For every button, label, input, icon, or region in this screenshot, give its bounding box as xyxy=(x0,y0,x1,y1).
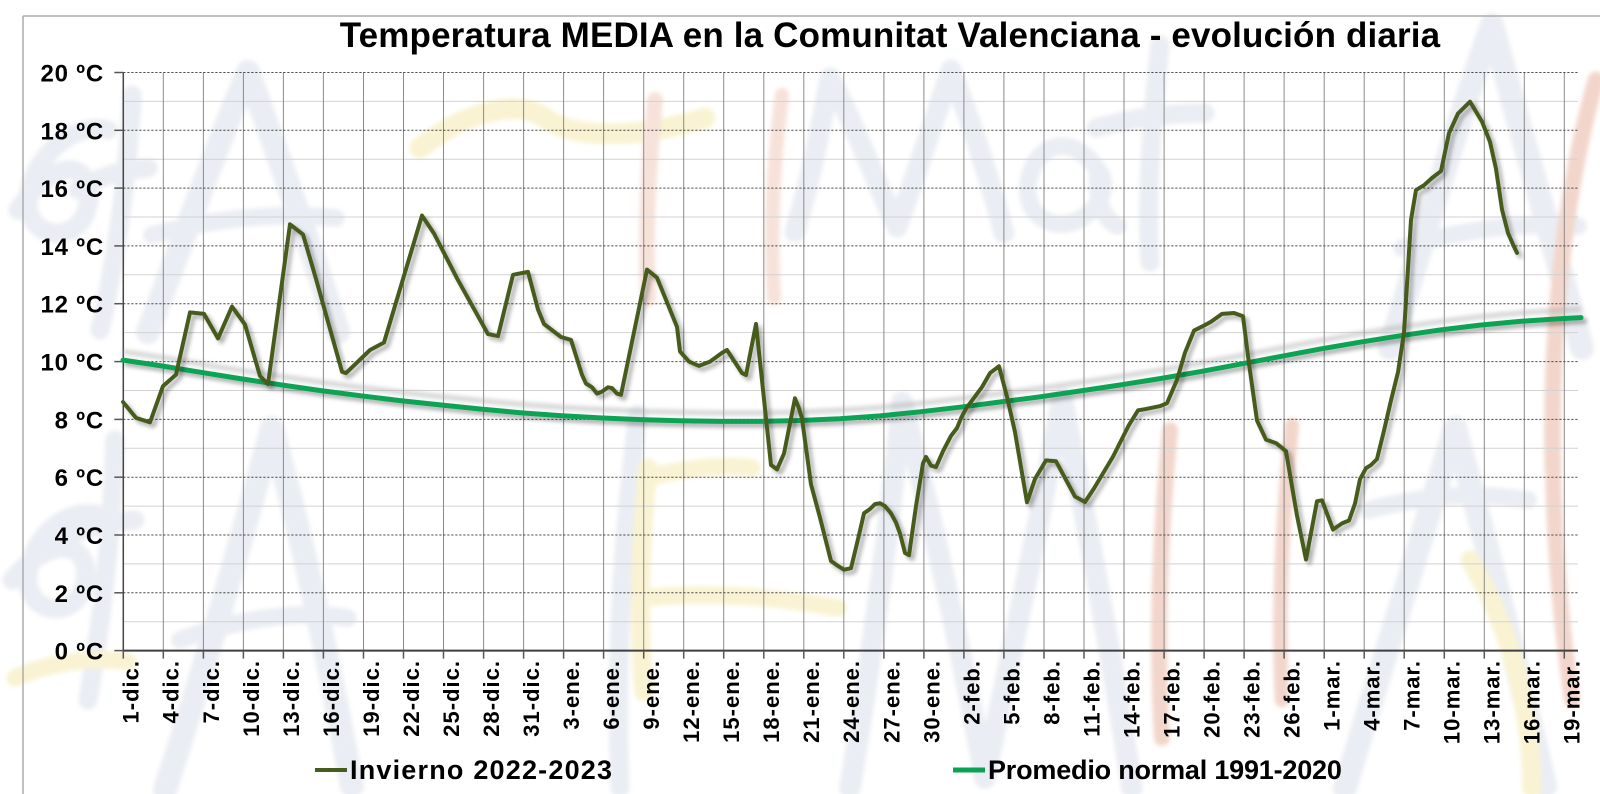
svg-text:27-ene.: 27-ene. xyxy=(879,660,904,743)
svg-text:31-dic.: 31-dic. xyxy=(519,660,544,737)
svg-text:8 ºC: 8 ºC xyxy=(55,407,104,434)
svg-text:16 ºC: 16 ºC xyxy=(41,176,104,203)
svg-text:6-ene.: 6-ene. xyxy=(599,660,624,730)
svg-text:7-mar.: 7-mar. xyxy=(1400,660,1425,731)
svg-text:Promedio normal 1991-2020: Promedio normal 1991-2020 xyxy=(988,755,1342,785)
svg-text:10-dic.: 10-dic. xyxy=(239,660,264,737)
svg-text:18 ºC: 18 ºC xyxy=(41,118,104,145)
svg-text:17-feb.: 17-feb. xyxy=(1160,660,1185,738)
svg-text:14 ºC: 14 ºC xyxy=(41,234,104,261)
svg-text:28-dic.: 28-dic. xyxy=(479,660,504,737)
svg-text:0 ºC: 0 ºC xyxy=(55,639,104,666)
svg-text:10 ºC: 10 ºC xyxy=(41,350,104,377)
svg-text:20 ºC: 20 ºC xyxy=(41,61,104,88)
svg-text:16-mar.: 16-mar. xyxy=(1520,660,1545,744)
svg-text:30-ene.: 30-ene. xyxy=(919,660,944,743)
svg-text:25-dic.: 25-dic. xyxy=(439,660,464,737)
svg-text:1-dic.: 1-dic. xyxy=(119,660,144,723)
svg-text:4 ºC: 4 ºC xyxy=(55,523,104,550)
svg-text:10-mar.: 10-mar. xyxy=(1440,660,1465,744)
svg-text:4-dic.: 4-dic. xyxy=(159,660,184,723)
svg-text:13-mar.: 13-mar. xyxy=(1480,660,1505,744)
svg-text:15-ene.: 15-ene. xyxy=(719,660,744,743)
svg-text:16-dic.: 16-dic. xyxy=(319,660,344,737)
svg-text:4-mar.: 4-mar. xyxy=(1360,660,1385,731)
svg-text:Invierno 2022-2023: Invierno 2022-2023 xyxy=(350,755,613,785)
svg-text:24-ene.: 24-ene. xyxy=(839,660,864,743)
svg-text:20-feb.: 20-feb. xyxy=(1200,660,1225,738)
svg-text:9-ene.: 9-ene. xyxy=(639,660,664,730)
svg-text:26-feb.: 26-feb. xyxy=(1280,660,1305,738)
svg-text:12-ene.: 12-ene. xyxy=(679,660,704,743)
svg-text:3-ene.: 3-ene. xyxy=(559,660,584,730)
svg-text:5-feb.: 5-feb. xyxy=(999,660,1024,725)
svg-text:2-feb.: 2-feb. xyxy=(959,660,984,725)
svg-text:19-dic.: 19-dic. xyxy=(359,660,384,737)
svg-text:13-dic.: 13-dic. xyxy=(279,660,304,737)
svg-text:Temperatura MEDIA en la Comuni: Temperatura MEDIA en la Comunitat Valenc… xyxy=(340,16,1441,55)
svg-text:6 ºC: 6 ºC xyxy=(55,465,104,492)
svg-text:21-ene.: 21-ene. xyxy=(799,660,824,743)
svg-text:12 ºC: 12 ºC xyxy=(41,292,104,319)
svg-text:8-feb.: 8-feb. xyxy=(1039,660,1064,725)
svg-text:11-feb.: 11-feb. xyxy=(1079,660,1104,737)
svg-text:19-mar.: 19-mar. xyxy=(1560,660,1585,744)
svg-text:7-dic.: 7-dic. xyxy=(199,660,224,723)
svg-text:23-feb.: 23-feb. xyxy=(1240,660,1265,738)
svg-text:18-ene.: 18-ene. xyxy=(759,660,784,743)
svg-text:22-dic.: 22-dic. xyxy=(399,660,424,737)
svg-text:1-mar.: 1-mar. xyxy=(1320,660,1345,731)
svg-text:2 ºC: 2 ºC xyxy=(55,581,104,608)
svg-text:14-feb.: 14-feb. xyxy=(1119,660,1144,738)
